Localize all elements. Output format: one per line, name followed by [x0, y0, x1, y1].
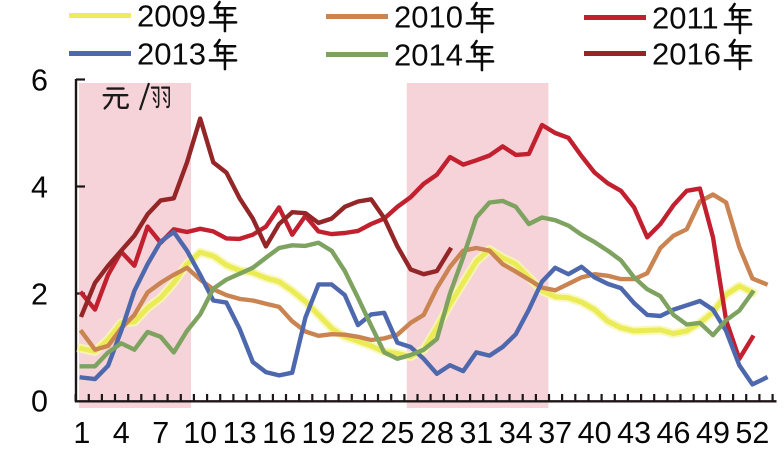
svg-text:2010: 2010 [394, 0, 463, 35]
svg-text:4: 4 [113, 416, 130, 450]
svg-text:46: 46 [657, 416, 691, 450]
svg-text:49: 49 [696, 416, 730, 450]
svg-text:2009: 2009 [137, 0, 206, 34]
svg-text:52: 52 [735, 416, 769, 450]
svg-text:7: 7 [152, 416, 169, 450]
svg-text:4: 4 [31, 171, 48, 205]
svg-text:13: 13 [223, 416, 257, 450]
svg-text:31: 31 [459, 416, 493, 450]
svg-text:2011: 2011 [652, 1, 719, 36]
svg-text:19: 19 [302, 416, 336, 450]
svg-text:10: 10 [183, 416, 217, 450]
svg-text:34: 34 [499, 416, 533, 450]
svg-text:16: 16 [262, 416, 296, 450]
svg-text:43: 43 [617, 416, 651, 450]
svg-text:40: 40 [578, 416, 612, 450]
svg-text:37: 37 [538, 416, 572, 450]
svg-text:28: 28 [420, 416, 454, 450]
svg-text:2: 2 [31, 278, 48, 312]
svg-text:2013: 2013 [137, 37, 206, 72]
svg-text:22: 22 [341, 416, 375, 450]
svg-text:0: 0 [31, 385, 48, 419]
svg-text:2016: 2016 [652, 37, 721, 72]
svg-text:1: 1 [73, 416, 90, 450]
svg-text:25: 25 [380, 416, 414, 450]
svg-text:6: 6 [31, 64, 48, 98]
svg-text:2014: 2014 [394, 38, 463, 73]
